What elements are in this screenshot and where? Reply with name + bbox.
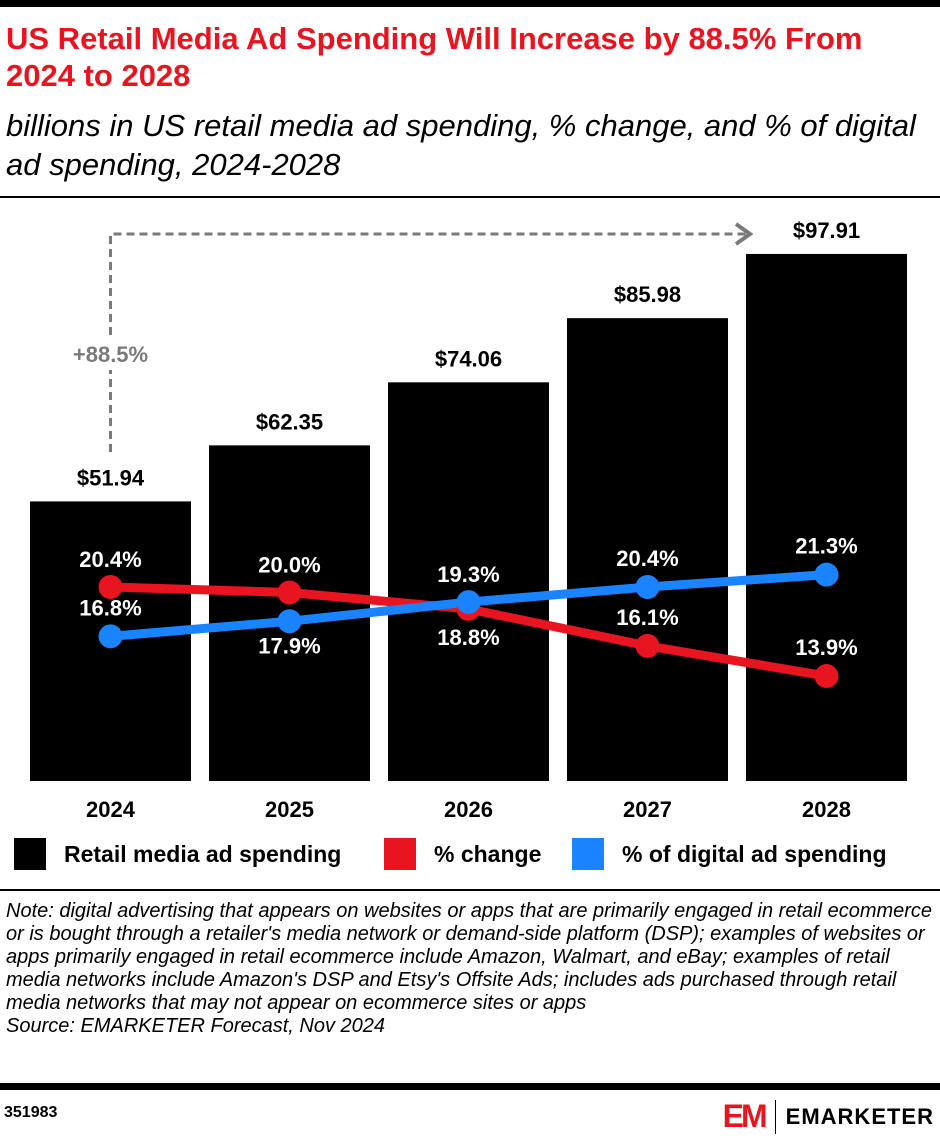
emarketer-logo: EM EMARKETER [723, 1098, 934, 1135]
x-tick-label: 2026 [444, 797, 493, 822]
chart-title: US Retail Media Ad Spending Will Increas… [6, 21, 863, 93]
note: Note: digital advertising that appears o… [6, 900, 936, 1038]
data-point [98, 624, 123, 649]
chart-subtitle: billions in US retail media ad spending,… [6, 108, 916, 182]
data-point [635, 633, 660, 658]
logo-name: EMARKETER [785, 1103, 934, 1129]
bar-2027 [567, 318, 728, 781]
line-data-label: 20.4% [79, 547, 141, 572]
line-data-label: 16.8% [79, 595, 141, 620]
growth-dashed-arrow [109, 232, 748, 452]
data-point [277, 580, 302, 605]
line-data-label: 21.3% [795, 534, 857, 559]
bar-value-label: $62.35 [256, 409, 323, 434]
bar-value-label: $74.06 [435, 346, 502, 371]
bar-value-label: $51.94 [77, 465, 145, 490]
top-bar [0, 0, 940, 7]
legend: Retail media ad spending % change % of d… [0, 838, 940, 872]
x-tick-label: 2024 [86, 797, 136, 822]
annotation-bg [60, 336, 161, 370]
legend-label: % of digital ad spending [622, 840, 887, 867]
legend-swatch [572, 838, 604, 870]
logo-divider [774, 1099, 776, 1134]
bottom-bar [0, 1083, 940, 1090]
x-tick-label: 2025 [265, 797, 314, 822]
line-data-label: 20.4% [616, 546, 678, 571]
line-data-label: 17.9% [258, 633, 320, 658]
legend-item-digital-share: % of digital ad spending [572, 838, 887, 870]
legend-swatch [384, 838, 416, 870]
bar-value-label: $85.98 [614, 282, 681, 307]
divider [0, 196, 940, 198]
logo-mark: EM [722, 1098, 768, 1134]
note-text: Note: digital advertising that appears o… [6, 900, 933, 1014]
arrow-head-icon [734, 222, 754, 246]
line-data-label: 13.9% [795, 635, 857, 660]
source-text: Source: EMARKETER Forecast, Nov 2024 [6, 1015, 386, 1037]
legend-item-spending: Retail media ad spending [14, 838, 341, 870]
x-tick-label: 2028 [802, 797, 851, 822]
legend-item-change: % change [384, 838, 541, 870]
legend-label: % change [434, 840, 542, 867]
data-point [456, 590, 481, 615]
line-data-label: 19.3% [437, 562, 499, 587]
x-tick-label: 2027 [623, 797, 672, 822]
growth-annotation: +88.5% [73, 342, 148, 367]
bar-value-label: $97.91 [793, 218, 860, 243]
legend-label: Retail media ad spending [64, 840, 342, 867]
plot-area: $51.94 2024 $62.35 2025 $74.06 2026 $85.98 2027… [30, 218, 907, 822]
line-data-label: 18.8% [437, 625, 499, 650]
line-data-label: 16.1% [616, 605, 678, 630]
data-point [98, 575, 123, 599]
data-point [277, 609, 302, 634]
bar-2028 [746, 253, 907, 782]
divider [0, 889, 940, 891]
bar-2026 [388, 382, 549, 781]
data-point [814, 664, 839, 689]
data-point [635, 575, 660, 599]
line-data-label: 20.0% [258, 552, 320, 577]
chart-id: 351983 [4, 1104, 58, 1121]
legend-swatch [14, 838, 46, 870]
data-point [814, 562, 839, 587]
